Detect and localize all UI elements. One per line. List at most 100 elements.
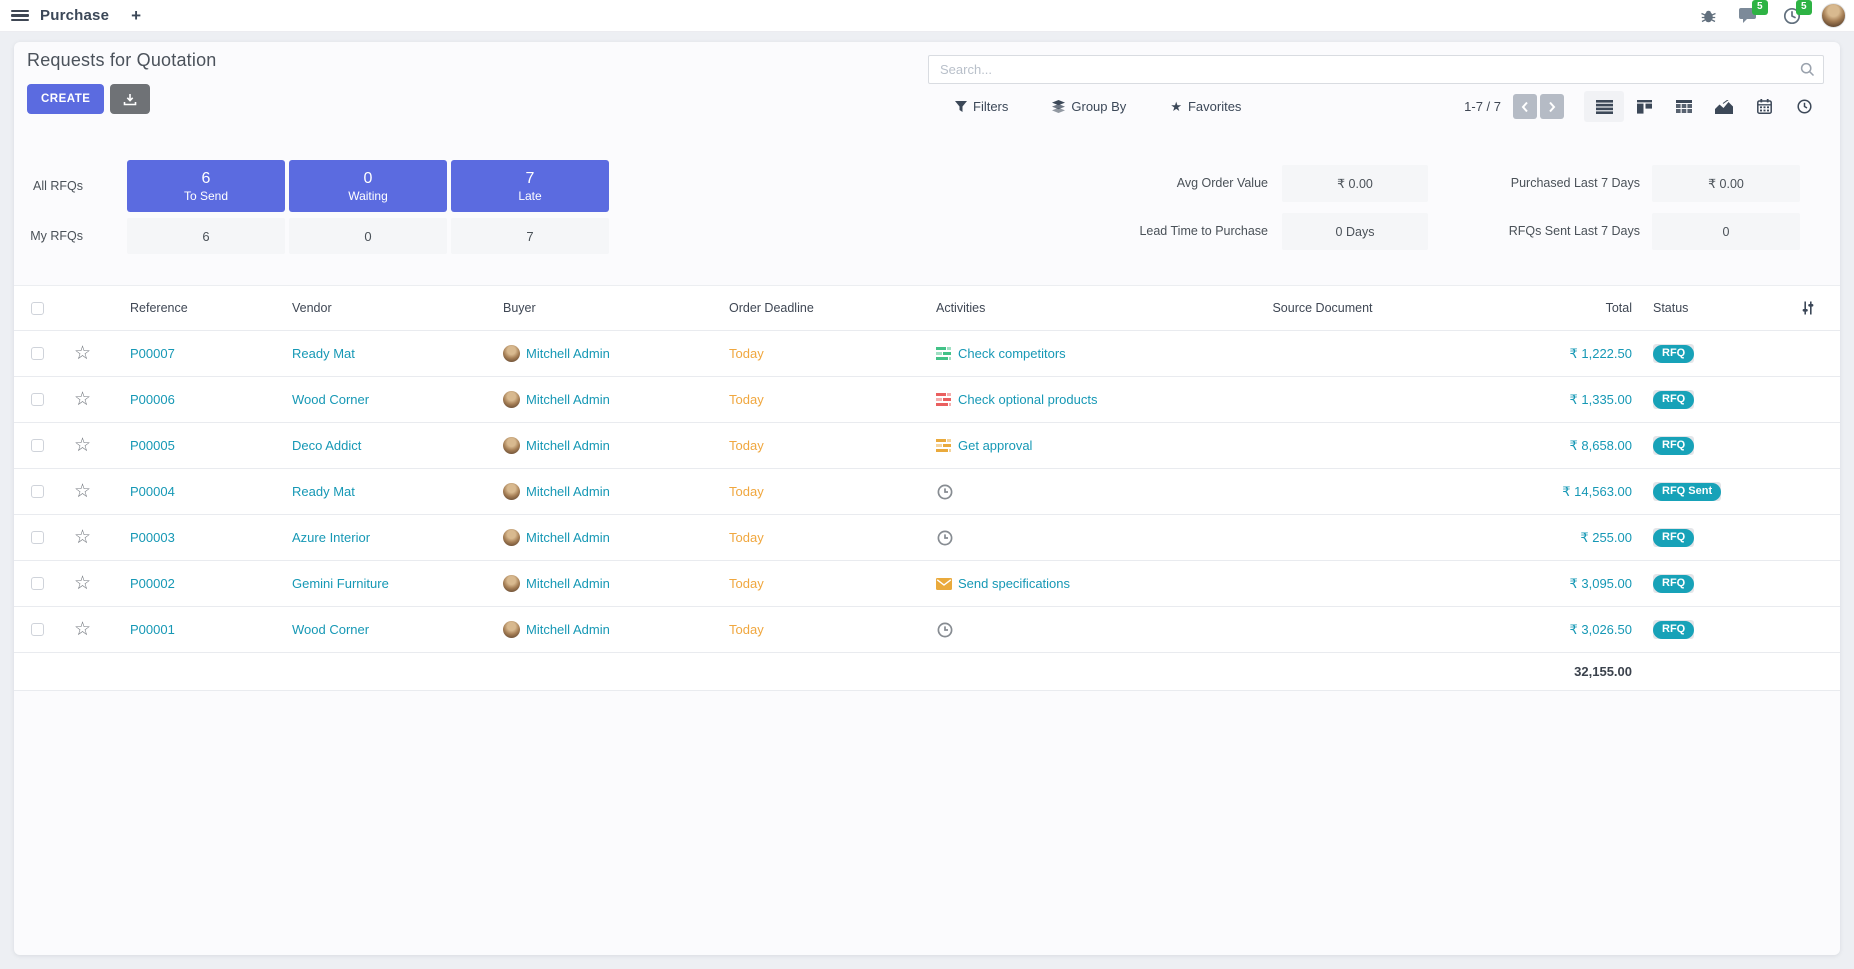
my-to-send-count[interactable]: 6 [127, 218, 285, 254]
reference-link[interactable]: P00005 [130, 438, 175, 453]
col-status[interactable]: Status [1653, 301, 1689, 315]
status-badge: RFQ [1653, 620, 1695, 639]
row-checkbox[interactable] [30, 393, 44, 406]
vendor-link[interactable]: Azure Interior [292, 530, 371, 545]
row-checkbox[interactable] [30, 531, 44, 544]
vendor-link[interactable]: Wood Corner [292, 622, 370, 637]
calendar-view-button[interactable] [1744, 91, 1784, 122]
activity-link[interactable]: Get approval [958, 438, 1033, 453]
vendor-link[interactable]: Deco Addict [292, 438, 362, 453]
purchased-7days-value: ₹ 0.00 [1652, 165, 1800, 202]
row-checkbox[interactable] [30, 347, 44, 360]
search-input[interactable] [928, 55, 1824, 84]
table-row[interactable]: ☆ P00004 Ready Mat Mitchell Admin Today … [14, 469, 1840, 515]
optional-columns-icon[interactable] [1801, 301, 1815, 315]
buyer-name: Mitchell Admin [526, 438, 610, 453]
filters-button[interactable]: Filters [955, 99, 1008, 114]
bug-icon[interactable] [1700, 8, 1717, 24]
table-row[interactable]: ☆ P00001 Wood Corner Mitchell Admin Toda… [14, 607, 1840, 653]
download-icon [124, 93, 137, 105]
row-checkbox[interactable] [30, 577, 44, 590]
search-icon[interactable] [1800, 62, 1815, 77]
favorite-star-icon[interactable]: ☆ [73, 436, 92, 455]
page-title: Requests for Quotation [27, 50, 217, 70]
order-deadline: Today [729, 346, 764, 361]
favorite-star-icon[interactable]: ☆ [73, 344, 92, 363]
select-all-checkbox[interactable] [30, 301, 44, 315]
order-deadline: Today [729, 392, 764, 407]
table-row[interactable]: ☆ P00005 Deco Addict Mitchell Admin Toda… [14, 423, 1840, 469]
vendor-link[interactable]: Gemini Furniture [292, 576, 389, 591]
col-buyer[interactable]: Buyer [503, 301, 536, 315]
my-waiting-count[interactable]: 0 [289, 218, 447, 254]
star-icon: ★ [1170, 98, 1182, 114]
reference-link[interactable]: P00007 [130, 346, 175, 361]
col-activities[interactable]: Activities [936, 301, 986, 315]
row-checkbox[interactable] [30, 439, 44, 452]
list-view-button[interactable] [1584, 91, 1624, 122]
user-avatar[interactable] [1821, 3, 1846, 28]
vendor-link[interactable]: Ready Mat [292, 484, 355, 499]
favorite-star-icon[interactable]: ☆ [73, 528, 92, 547]
col-vendor[interactable]: Vendor [292, 301, 332, 315]
table-row[interactable]: ☆ P00006 Wood Corner Mitchell Admin Toda… [14, 377, 1840, 423]
row-checkbox[interactable] [30, 623, 44, 636]
plus-icon[interactable]: + [131, 6, 142, 25]
kpi-to-send[interactable]: 6 To Send [127, 160, 285, 212]
clock-activity-icon[interactable] [937, 530, 953, 546]
table-row[interactable]: ☆ P00007 Ready Mat Mitchell Admin Today … [14, 331, 1840, 377]
table-row[interactable]: ☆ P00002 Gemini Furniture Mitchell Admin… [14, 561, 1840, 607]
pivot-view-button[interactable] [1664, 91, 1704, 122]
kpi-late[interactable]: 7 Late [451, 160, 609, 212]
col-source-document[interactable]: Source Document [1272, 301, 1373, 315]
vendor-link[interactable]: Ready Mat [292, 346, 355, 361]
favorite-star-icon[interactable]: ☆ [73, 620, 92, 639]
col-order-deadline[interactable]: Order Deadline [729, 301, 814, 315]
activity-link[interactable]: Check optional products [958, 392, 1098, 407]
order-deadline: Today [729, 530, 764, 545]
favorites-button[interactable]: ★ Favorites [1170, 98, 1242, 115]
status-badge: RFQ [1653, 344, 1695, 363]
clock-activity-icon[interactable] [937, 622, 953, 638]
buyer-name: Mitchell Admin [526, 576, 610, 591]
activity-link[interactable]: Check competitors [958, 346, 1066, 361]
hamburger-icon[interactable] [11, 9, 29, 22]
reference-link[interactable]: P00002 [130, 576, 175, 591]
activity-view-button[interactable] [1784, 91, 1824, 122]
vendor-link[interactable]: Wood Corner [292, 392, 370, 407]
activity-link[interactable]: Send specifications [958, 576, 1071, 591]
export-button[interactable] [110, 84, 151, 114]
buyer-name: Mitchell Admin [526, 484, 610, 499]
pager-range: 1-7 / 7 [1464, 99, 1501, 114]
reference-link[interactable]: P00003 [130, 530, 175, 545]
order-deadline: Today [729, 438, 764, 453]
col-total[interactable]: Total [1605, 301, 1632, 315]
col-reference[interactable]: Reference [130, 301, 188, 315]
table-row[interactable]: ☆ P00003 Azure Interior Mitchell Admin T… [14, 515, 1840, 561]
reference-link[interactable]: P00001 [130, 622, 175, 637]
total-amount: ₹ 14,563.00 [1562, 483, 1632, 499]
kanban-view-button[interactable] [1624, 91, 1664, 122]
pager-next-button[interactable] [1540, 94, 1564, 119]
buyer-avatar [503, 621, 520, 638]
rfq-list-table: Reference Vendor Buyer Order Deadline Ac… [14, 285, 1840, 691]
kpi-waiting[interactable]: 0 Waiting [289, 160, 447, 212]
app-title[interactable]: Purchase [40, 7, 110, 24]
graph-view-button[interactable] [1704, 91, 1744, 122]
group-by-button[interactable]: Group By [1052, 99, 1126, 114]
create-button[interactable]: CREATE [27, 84, 105, 114]
my-rfqs-label: My RFQs [30, 229, 83, 243]
favorite-star-icon[interactable]: ☆ [73, 390, 92, 409]
clock-activity-icon[interactable] [937, 484, 953, 500]
activity-clock-icon[interactable]: 5 [1783, 0, 1812, 25]
favorite-star-icon[interactable]: ☆ [73, 574, 92, 593]
favorite-star-icon[interactable]: ☆ [73, 482, 92, 501]
reference-link[interactable]: P00006 [130, 392, 175, 407]
status-badge: RFQ [1653, 436, 1695, 455]
status-badge: RFQ [1653, 574, 1695, 593]
pager-previous-button[interactable] [1513, 94, 1537, 119]
messages-icon[interactable]: 5 [1739, 0, 1768, 25]
reference-link[interactable]: P00004 [130, 484, 175, 499]
my-late-count[interactable]: 7 [451, 218, 609, 254]
row-checkbox[interactable] [30, 485, 44, 498]
